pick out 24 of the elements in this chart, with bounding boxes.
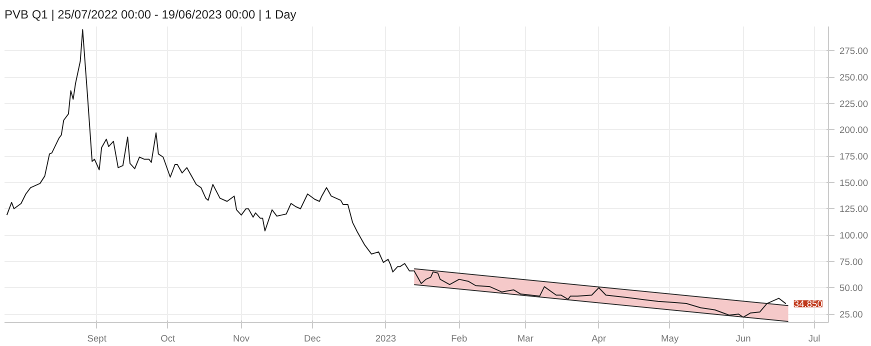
x-tick-label: Dec <box>304 334 321 344</box>
y-tick-label: 75.00 <box>840 256 863 267</box>
y-tick-label: 50.00 <box>840 283 863 294</box>
x-tick-label: 2023 <box>375 334 396 344</box>
x-tick-label: Nov <box>232 334 250 344</box>
x-tick-label: Mar <box>517 334 534 344</box>
x-tick-label: Feb <box>451 334 468 344</box>
x-tick-label: Oct <box>160 334 176 344</box>
chart-title: PVB Q1 | 25/07/2022 00:00 - 19/06/2023 00:00 | 1 Day <box>4 8 296 22</box>
y-tick-label: 250.00 <box>840 72 868 83</box>
y-tick-label: 175.00 <box>840 152 868 162</box>
x-tick-label: Jun <box>736 334 751 344</box>
y-tick-label: 200.00 <box>840 125 868 136</box>
x-tick-label: Sept <box>87 334 107 344</box>
y-tick-label: 125.00 <box>840 204 868 214</box>
annotation: 34.850 <box>794 299 822 310</box>
y-tick-label: 275.00 <box>840 46 868 56</box>
x-tick-label: Jul <box>808 334 820 344</box>
y-tick-label: 225.00 <box>840 98 868 109</box>
x-tick-label: May <box>661 334 680 344</box>
y-tick-label: 150.00 <box>840 178 868 188</box>
y-tick-label: 100.00 <box>840 230 868 241</box>
x-tick-label: Apr <box>592 334 606 344</box>
y-tick-label: 25.00 <box>840 310 863 320</box>
